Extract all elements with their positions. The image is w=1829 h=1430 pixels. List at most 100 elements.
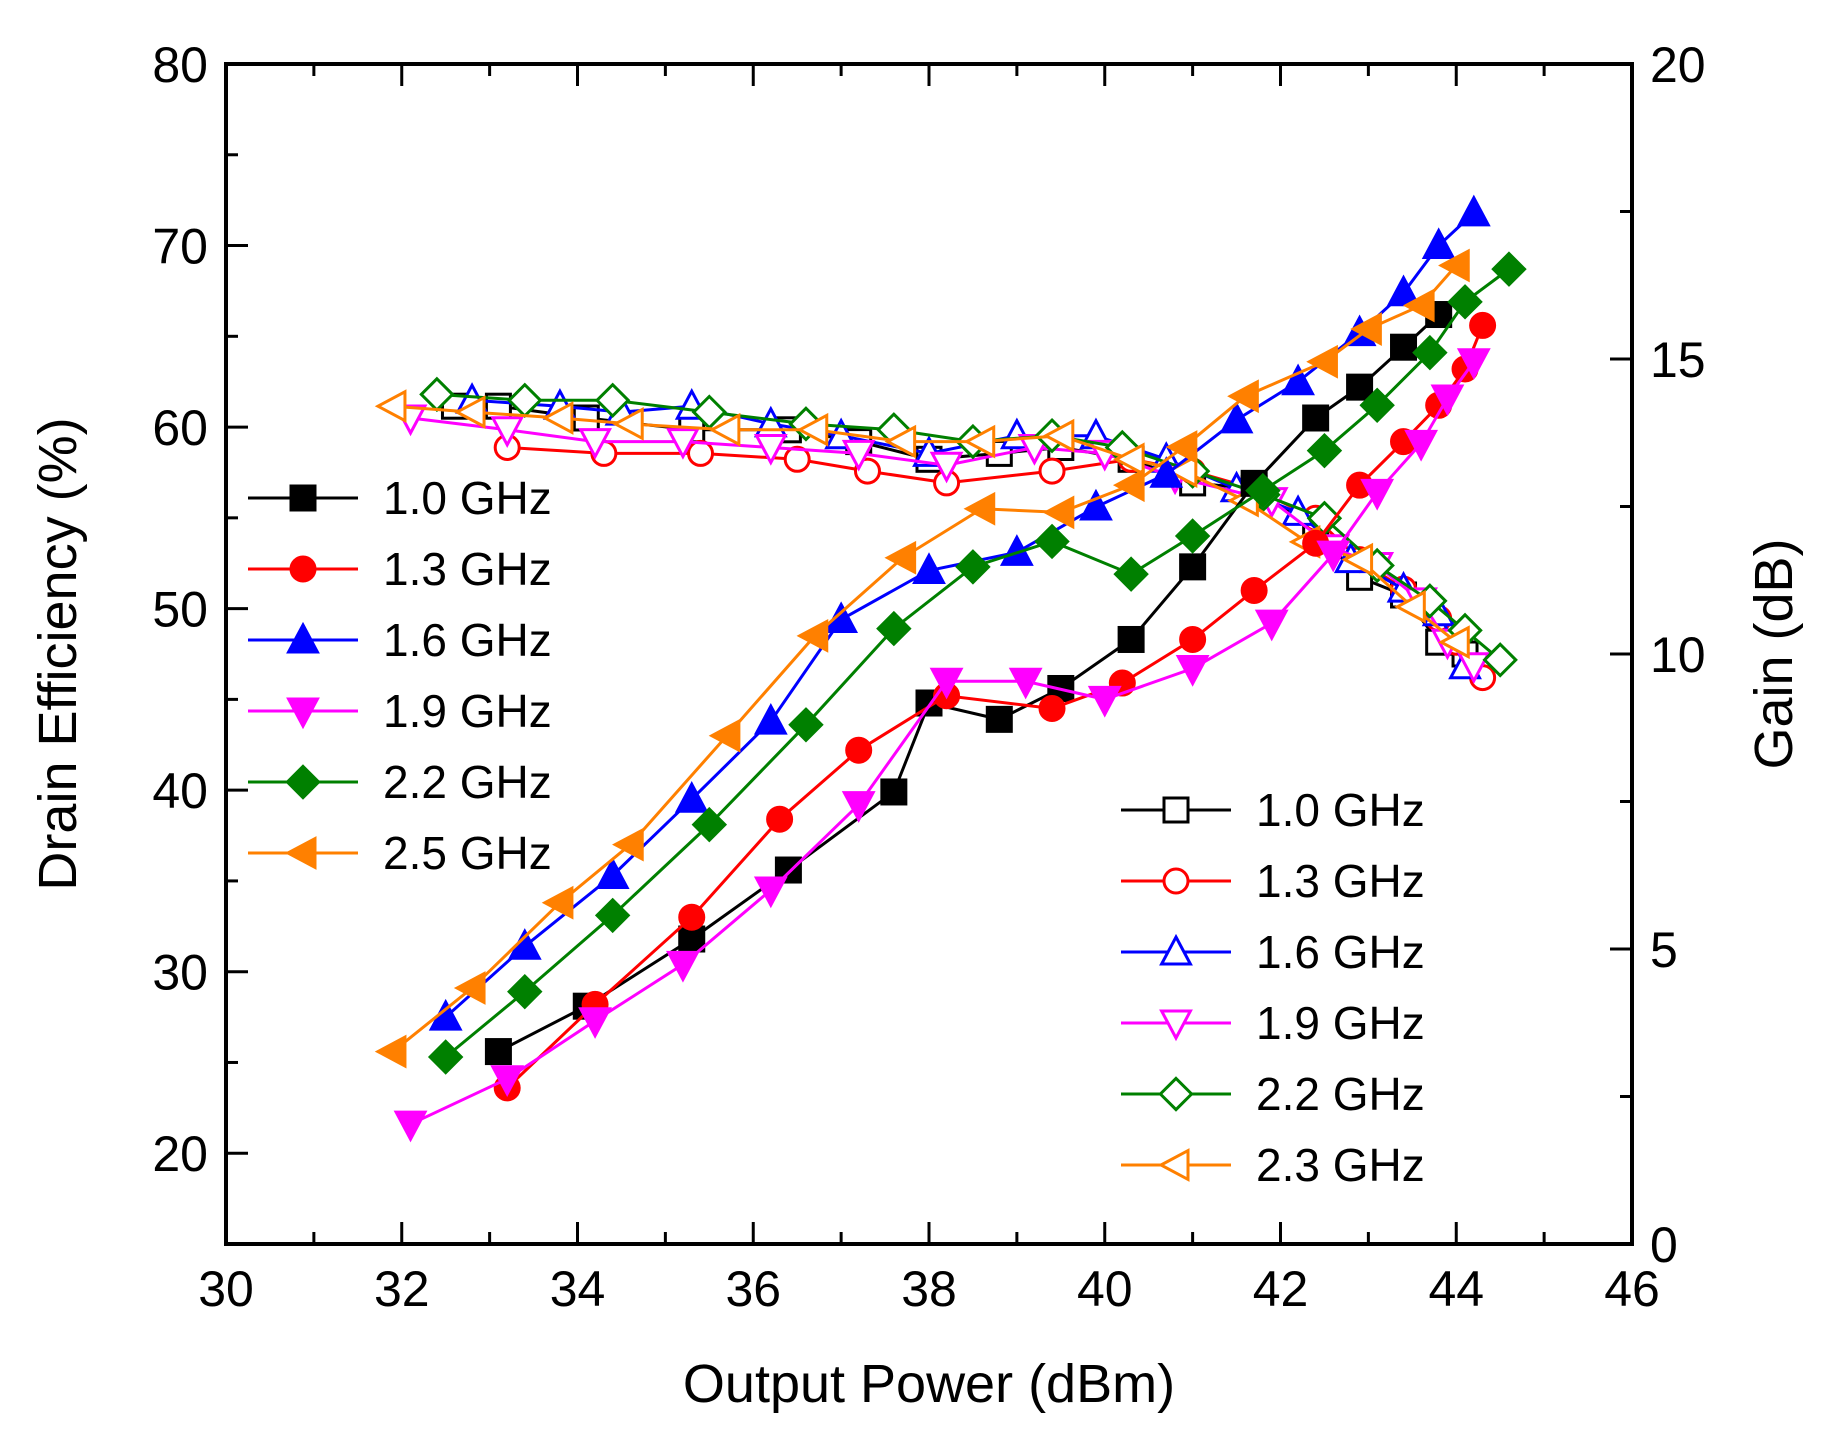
legend-label: 2.2 GHz [383,756,552,808]
gain-data-point [1112,442,1145,477]
y-left-axis-title: Drain Efficiency (%) [28,417,88,890]
gain-series-4 [419,376,1518,678]
efficiency-data-point [845,736,873,764]
efficiency-data-point [766,805,794,833]
efficiency-data-point [985,705,1013,733]
efficiency-series-line [506,324,1485,1089]
efficiency-data-point [1179,625,1207,653]
gain-data-point [929,451,964,484]
legend-label: 2.2 GHz [1256,1068,1425,1120]
efficiency-data-point [1316,540,1351,573]
efficiency-data-point [1008,667,1043,700]
gain-data-point [1456,652,1491,684]
x-axis-title: Output Power (dBm) [683,1354,1175,1414]
efficiency-data-point [708,718,741,753]
efficiency-data-point [1042,495,1075,530]
efficiency-data-point [1112,468,1145,503]
legend-item: 1.0 GHz [248,472,552,524]
legend-item: 1.3 GHz [1121,855,1425,907]
efficiency-data-point [1175,655,1210,687]
legend-marker [285,764,321,800]
gain-data-point [783,445,811,473]
legend-marker [1162,796,1190,824]
gain-data-point [1394,589,1426,624]
y-left-axis: 20 30 40 50 60 70 80 [152,37,248,1246]
gain-data-point [612,407,644,441]
y-right-tick-label: 20 [1650,37,1706,93]
efficiency-data-point [1034,523,1070,560]
legend-item: 1.3 GHz [248,543,552,595]
y-left-tick-label: 60 [152,400,208,456]
efficiency-data-point [884,540,917,575]
legend-marker [1159,933,1193,966]
legend-label: 1.9 GHz [383,685,552,737]
legend-efficiency: 1.0 GHz 1.3 GHz 1.6 GHz 1.9 GHz 2.2 GHz 2.5 G… [248,472,552,879]
efficiency-data-point [1306,344,1338,379]
x-tick-label: 36 [725,1261,781,1317]
legend-marker [1162,867,1190,895]
legend-label: 2.5 GHz [383,827,552,879]
legend-item: 2.5 GHz [248,827,552,879]
efficiency-data-point [1430,384,1465,417]
x-axis: 30 32 34 36 38 40 42 44 46 [198,64,1660,1317]
y-right-tick-label: 15 [1650,332,1706,388]
y-right-tick-label: 5 [1650,922,1678,978]
gain-data-point [374,389,407,424]
gain-series-line [436,392,1502,662]
legend-marker [289,484,317,512]
gain-series-line [410,416,1475,667]
series-layer [374,194,1527,1143]
efficiency-data-point [1350,312,1382,346]
y-right-tick-label: 10 [1650,627,1706,683]
legend-label: 1.3 GHz [383,543,552,595]
efficiency-series-line [409,360,1476,1126]
efficiency-data-point [955,549,991,585]
efficiency-data-point [1456,194,1491,227]
efficiency-data-point [666,950,700,983]
efficiency-series-4 [427,251,1527,1075]
y-right-axis-title: Gain (dB) [1744,538,1804,769]
gain-data-point [490,416,525,448]
y-left-tick-label: 70 [152,219,208,275]
legend-marker [1158,1076,1194,1112]
efficiency-data-point [691,806,728,843]
x-tick-label: 34 [550,1261,606,1317]
legend-marker [286,697,320,730]
efficiency-data-point [1281,363,1315,396]
efficiency-data-point [1240,576,1268,604]
gain-data-point [753,434,788,466]
efficiency-data-point [841,791,876,823]
efficiency-data-point [1302,404,1330,432]
legend-item: 1.0 GHz [1121,784,1425,836]
y-left-tick-label: 40 [152,763,208,819]
efficiency-data-point [876,610,912,647]
efficiency-data-point [1149,456,1184,488]
gain-data-point [1482,642,1518,678]
y-left-tick-label: 30 [152,945,208,1001]
efficiency-data-point [1360,478,1395,511]
legend-label: 1.6 GHz [1256,926,1425,978]
efficiency-data-point [1165,430,1198,464]
efficiency-data-point [393,1110,428,1143]
legend-label: 1.9 GHz [1256,997,1425,1049]
efficiency-data-point [1404,429,1439,462]
legend-label: 1.0 GHz [1256,784,1425,836]
efficiency-data-point [674,781,709,813]
efficiency-data-point [753,876,788,909]
legend-marker [1159,1009,1193,1042]
efficiency-data-point [1254,609,1289,642]
legend-item: 1.6 GHz [248,614,552,666]
gain-data-point [1438,625,1470,660]
efficiency-data-point [1174,518,1211,554]
efficiency-data-point [1438,248,1470,283]
x-tick-label: 32 [374,1261,430,1317]
y-left-tick-label: 50 [152,582,208,638]
efficiency-data-point [541,885,574,920]
efficiency-data-point [1038,694,1066,722]
y-left-tick-label: 20 [152,1126,208,1182]
gain-data-point [666,428,700,460]
efficiency-data-point [1219,401,1254,434]
efficiency-data-point [1079,488,1113,521]
efficiency-data-point [595,857,630,889]
efficiency-data-point [1346,373,1374,401]
